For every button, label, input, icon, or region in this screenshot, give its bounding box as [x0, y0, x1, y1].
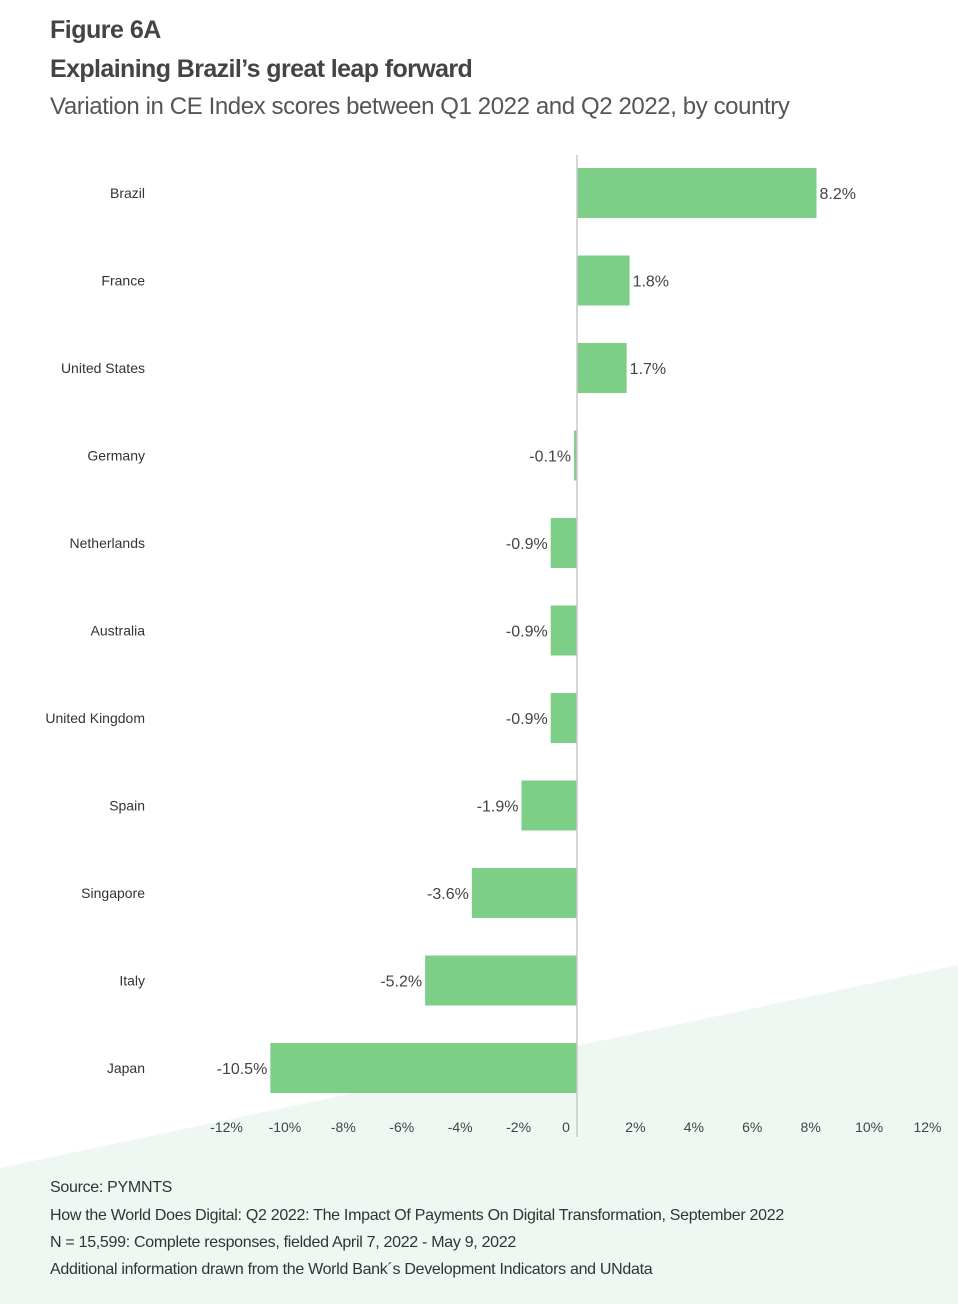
data-label: -0.1% — [529, 449, 571, 466]
x-tick-label: 10% — [855, 1119, 883, 1135]
additional-note: Additional information drawn from the Wo… — [50, 1261, 653, 1278]
data-label: -5.2% — [380, 974, 422, 991]
x-tick-label: -12% — [210, 1119, 243, 1135]
x-tick-label: -10% — [269, 1119, 302, 1135]
bar — [550, 518, 577, 568]
x-tick-label: -6% — [389, 1119, 414, 1135]
x-tick-label: 12% — [913, 1119, 941, 1135]
category-label: United Kingdom — [45, 710, 145, 726]
figure-number: Figure 6A — [50, 16, 161, 44]
data-label: 1.7% — [630, 361, 666, 378]
bar — [550, 693, 577, 743]
data-label: -0.9% — [506, 624, 548, 641]
chart-subtitle: Variation in CE Index scores between Q1 … — [50, 93, 790, 120]
category-label: Australia — [91, 623, 146, 639]
sample-note: N = 15,599: Complete responses, fielded … — [50, 1234, 516, 1251]
bar — [550, 605, 577, 656]
data-label: -3.6% — [427, 886, 469, 903]
category-label: Spain — [109, 798, 145, 814]
category-label: United States — [61, 360, 145, 376]
data-label: 8.2% — [820, 186, 856, 203]
data-label: -0.9% — [506, 711, 548, 728]
category-label: France — [101, 273, 145, 289]
bar — [425, 955, 577, 1006]
bar — [577, 255, 630, 306]
bar — [574, 430, 577, 481]
x-tick-label: 2% — [625, 1119, 645, 1135]
bar — [471, 868, 577, 918]
data-label: -10.5% — [217, 1061, 268, 1078]
source-note: Source: PYMNTS — [50, 1179, 173, 1196]
x-tick-label: 6% — [742, 1119, 762, 1135]
category-label: Netherlands — [70, 535, 146, 551]
bar — [577, 343, 627, 393]
category-label: Singapore — [81, 885, 145, 901]
x-tick-label: -8% — [331, 1119, 356, 1135]
x-tick-label: 8% — [801, 1119, 821, 1135]
x-tick-label: -4% — [448, 1119, 473, 1135]
category-label: Japan — [107, 1060, 145, 1076]
bar — [521, 780, 577, 831]
x-tick-label: 0 — [562, 1119, 570, 1135]
x-tick-label: -2% — [506, 1119, 531, 1135]
x-tick-label: 4% — [684, 1119, 704, 1135]
data-label: -1.9% — [477, 799, 519, 816]
category-label: Brazil — [110, 185, 145, 201]
category-label: Germany — [87, 448, 145, 464]
background-accent — [0, 965, 958, 1304]
chart-title: Explaining Brazil’s great leap forward — [50, 55, 473, 83]
bar — [270, 1043, 577, 1093]
category-label: Italy — [119, 973, 145, 989]
report-note: How the World Does Digital: Q2 2022: The… — [50, 1207, 784, 1224]
data-label: -0.9% — [506, 536, 548, 553]
bar — [577, 168, 817, 218]
data-label: 1.8% — [633, 274, 669, 291]
